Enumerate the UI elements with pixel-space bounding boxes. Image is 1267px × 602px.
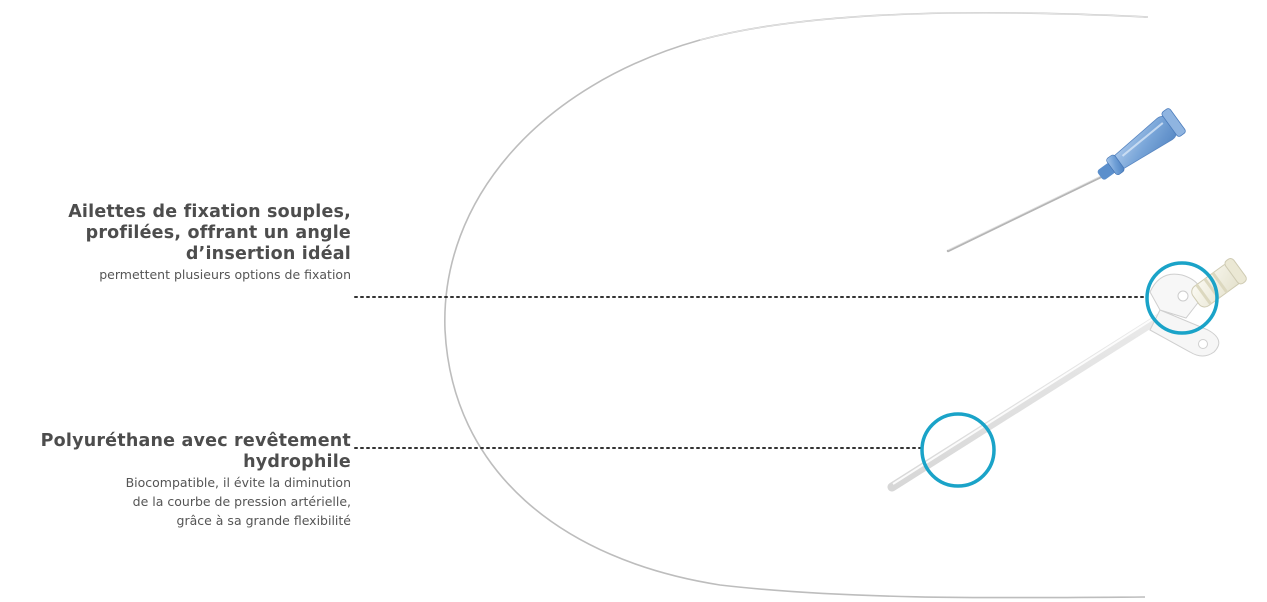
callout-material-title: Polyuréthane avec revêtement hydrophile bbox=[41, 431, 351, 473]
callout-wings-description-line: permettent plusieurs options de fixation bbox=[99, 267, 351, 282]
catheter-assembly bbox=[887, 258, 1247, 492]
callout-wings-title-line: Ailettes de fixation souples, bbox=[68, 202, 351, 222]
callout-material-title-line: Polyuréthane avec revêtement bbox=[40, 431, 351, 451]
callout-material-title-line: hydrophile bbox=[243, 452, 351, 472]
highlight-ring-wings bbox=[1145, 261, 1219, 335]
callout-material-description-line: grâce à sa grande flexibilité bbox=[176, 513, 351, 528]
callout-wings-title-line: profilées, offrant un angle bbox=[85, 223, 351, 243]
callout-material-description-line: de la courbe de pression artérielle, bbox=[132, 494, 351, 509]
callout-polyurethane-material: Polyuréthane avec revêtement hydrophile … bbox=[41, 431, 351, 530]
callout-wings-description: permettent plusieurs options de fixation bbox=[68, 265, 351, 284]
highlight-ring-material bbox=[920, 412, 996, 488]
callout-wings-title: Ailettes de fixation souples, profilées,… bbox=[68, 202, 351, 265]
introducer-needle bbox=[946, 108, 1186, 253]
callout-fixation-wings: Ailettes de fixation souples, profilées,… bbox=[68, 202, 351, 284]
callout-material-description-line: Biocompatible, il évite la diminution bbox=[125, 475, 351, 490]
callout-wings-title-line: d’insertion idéal bbox=[185, 244, 351, 264]
guidewire-wire bbox=[444, 11, 1149, 599]
callout-material-description: Biocompatible, il évite la diminution de… bbox=[41, 473, 351, 530]
